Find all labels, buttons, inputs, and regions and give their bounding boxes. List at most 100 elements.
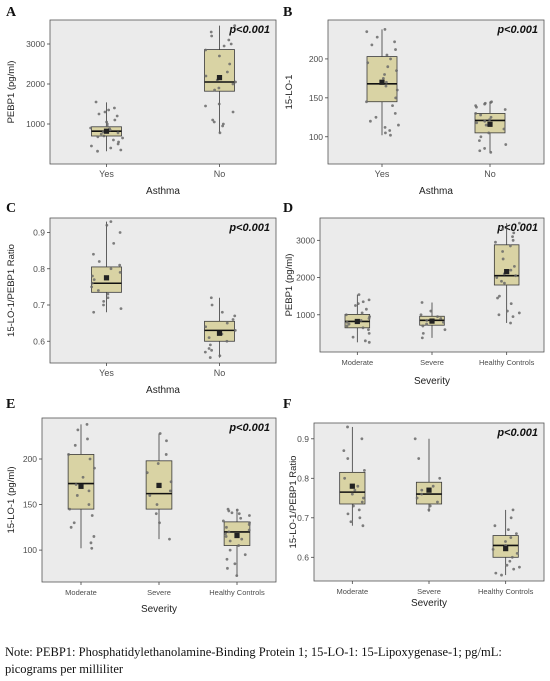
- data-point: [224, 532, 227, 536]
- data-point: [349, 520, 353, 524]
- data-point: [514, 274, 518, 278]
- data-point: [225, 70, 229, 74]
- data-point: [221, 124, 225, 128]
- data-point: [218, 54, 221, 58]
- data-point: [359, 318, 363, 322]
- data-point: [427, 508, 431, 512]
- data-point: [368, 119, 372, 123]
- data-point: [389, 57, 392, 61]
- data-point: [441, 320, 445, 324]
- data-point: [421, 331, 425, 335]
- data-point: [113, 118, 117, 122]
- data-point: [86, 437, 89, 441]
- data-point: [109, 220, 113, 224]
- data-point: [207, 347, 211, 350]
- x-tick-label: Moderate: [65, 588, 97, 597]
- data-point: [90, 546, 94, 550]
- y-axis-label: 15-LO-1: [284, 75, 295, 110]
- data-point: [109, 146, 113, 150]
- y-tick-label: 3000: [296, 235, 315, 245]
- data-point: [74, 483, 78, 486]
- data-point: [511, 235, 514, 239]
- data-point: [233, 562, 237, 566]
- data-point: [145, 471, 149, 475]
- data-point: [375, 35, 379, 39]
- data-point: [478, 139, 481, 143]
- mean-marker: [216, 330, 223, 336]
- mean-marker: [503, 546, 509, 552]
- data-point: [417, 457, 421, 460]
- y-tick-label: 1000: [26, 119, 45, 129]
- data-point: [115, 114, 119, 118]
- data-point: [204, 48, 208, 52]
- data-point: [367, 340, 371, 344]
- data-point: [489, 101, 493, 104]
- data-point: [489, 115, 493, 119]
- data-point: [517, 221, 521, 225]
- data-point: [363, 469, 366, 472]
- data-point: [498, 294, 501, 298]
- x-tick-label: Moderate: [336, 587, 368, 596]
- plot-area: [49, 19, 277, 165]
- y-tick-label: 0.7: [297, 513, 309, 523]
- mean-marker: [234, 532, 240, 539]
- mean-marker: [354, 318, 360, 325]
- data-point: [436, 315, 439, 319]
- data-point: [500, 573, 503, 577]
- data-point: [148, 494, 152, 497]
- data-point: [483, 147, 486, 150]
- mean-marker: [426, 487, 432, 493]
- data-point: [210, 34, 214, 38]
- data-point: [154, 512, 158, 516]
- x-tick-label: Severe: [420, 358, 444, 367]
- data-point: [353, 488, 357, 492]
- data-point: [428, 504, 432, 508]
- data-point: [346, 425, 349, 429]
- data-point: [231, 318, 235, 321]
- data-point: [220, 310, 224, 314]
- data-point: [508, 559, 512, 563]
- data-point: [347, 322, 351, 326]
- data-point: [231, 82, 235, 86]
- data-point: [225, 321, 229, 325]
- data-point: [212, 120, 216, 124]
- data-point: [509, 516, 513, 520]
- mean-marker: [156, 482, 162, 489]
- box-moderate: [67, 454, 95, 510]
- p-value-label: p<0.001: [496, 24, 538, 36]
- y-tick-label: 3000: [26, 39, 45, 49]
- data-point: [511, 315, 515, 319]
- panel-a: A 1000 2000 3000 PEBP1 (pg/ml) Asthma p<0.001 Y…: [6, 5, 277, 197]
- p-value-label: p<0.001: [228, 222, 270, 234]
- data-point: [345, 324, 349, 328]
- data-point: [108, 128, 112, 132]
- data-point: [247, 528, 251, 532]
- x-tick-label: Healthy Controls: [479, 358, 535, 367]
- data-point: [99, 132, 103, 136]
- data-point: [388, 129, 392, 132]
- x-tick-label: Severe: [417, 587, 441, 596]
- data-point: [96, 149, 99, 153]
- data-point: [350, 492, 354, 496]
- data-point: [102, 134, 106, 138]
- data-point: [230, 511, 234, 515]
- data-point: [72, 521, 76, 525]
- data-point: [103, 110, 107, 114]
- data-point: [240, 537, 244, 541]
- data-point: [96, 289, 100, 292]
- data-point: [118, 231, 122, 234]
- panel-letter: F: [283, 397, 292, 412]
- data-point: [397, 123, 400, 127]
- data-point: [93, 466, 96, 470]
- data-point: [395, 69, 398, 72]
- data-point: [247, 523, 251, 526]
- data-point: [89, 126, 93, 130]
- data-point: [208, 343, 212, 347]
- data-point: [381, 76, 385, 80]
- data-point: [81, 475, 85, 479]
- data-point: [479, 135, 483, 139]
- data-point: [248, 514, 251, 517]
- data-point: [112, 138, 115, 142]
- data-point: [118, 270, 122, 274]
- data-point: [116, 131, 120, 135]
